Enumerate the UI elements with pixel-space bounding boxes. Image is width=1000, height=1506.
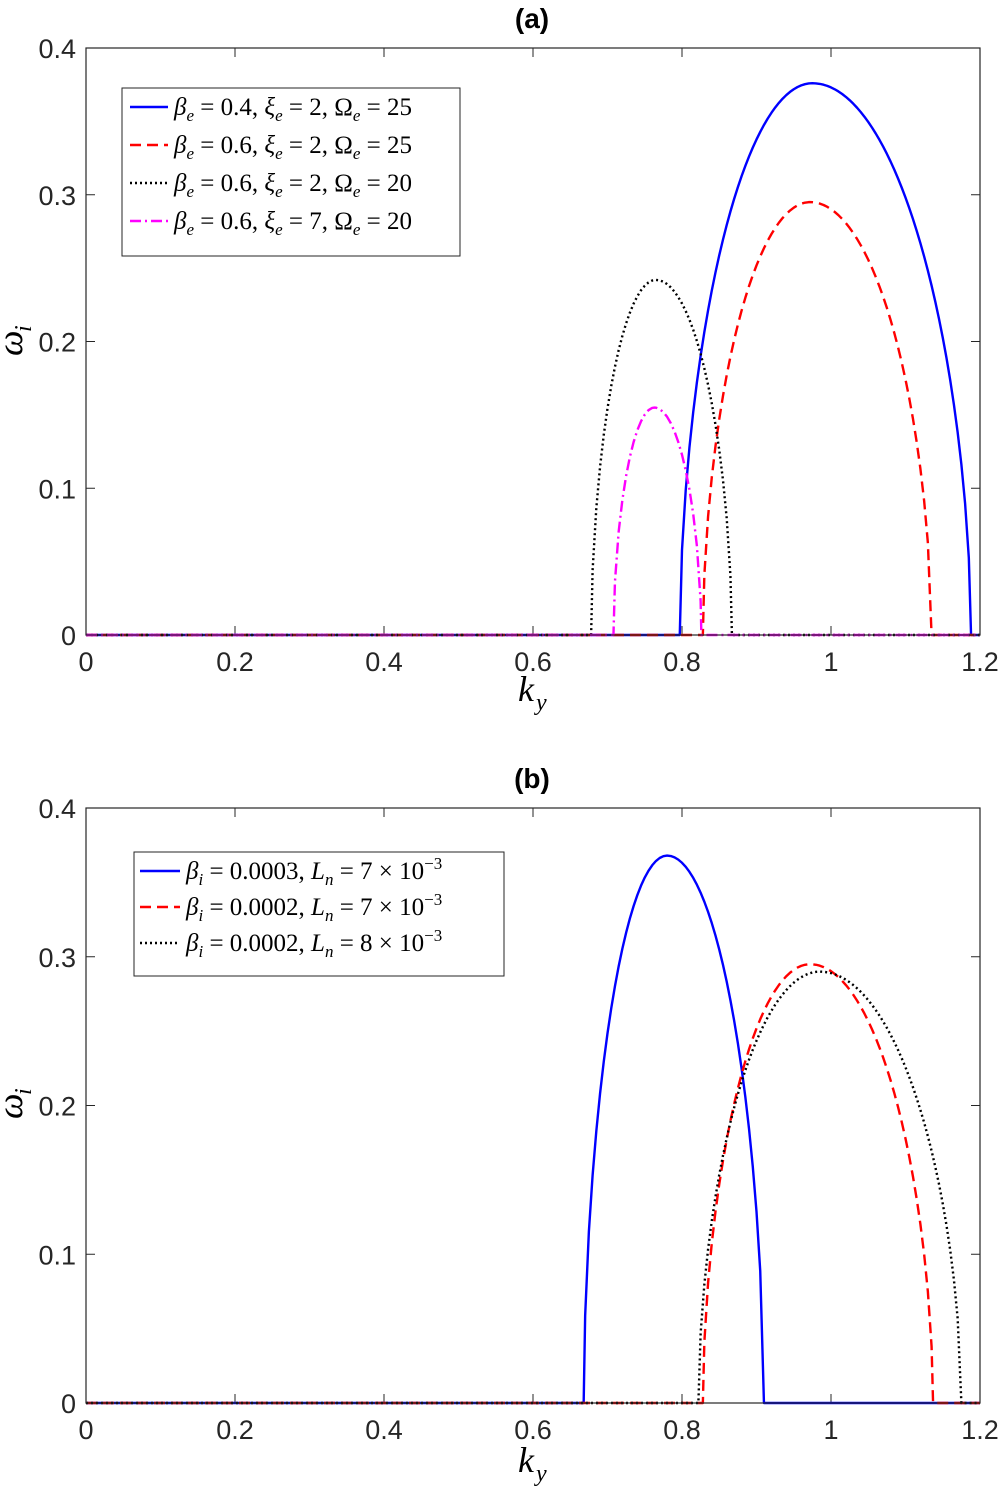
x-tick-label: 1.2 xyxy=(961,647,999,677)
panel-b: (b) 0 0.2 0.4 0.6 0.8 1 1.2 0 0.1 0.2 0.3 0.4 k y ω… xyxy=(0,763,999,1487)
y-tick-label: 0.3 xyxy=(38,943,76,973)
panel-a-xlabel-sub: y xyxy=(534,690,547,716)
legend-entry-3: βi = 0.0002, Ln = 8 × 10−3 xyxy=(185,926,442,961)
panel-a: (a) 0 0.2 0.4 0.6 0.8 1 1.2 0 0.1 0.2 0.3 0.4 k y ω… xyxy=(0,3,999,716)
panel-a-axes-box xyxy=(85,47,981,636)
series-line-3 xyxy=(86,970,980,1405)
x-tick-label: 0.2 xyxy=(216,647,254,677)
panel-b-legend: βi = 0.0003, Ln = 7 × 10−3βi = 0.0002, L… xyxy=(133,851,505,977)
panel-b-xlabel-sub: y xyxy=(534,1461,547,1487)
x-tick-label: 1.2 xyxy=(961,1415,999,1445)
y-tick-label: 0.1 xyxy=(38,1240,76,1270)
x-tick-label: 0.8 xyxy=(663,1415,701,1445)
panel-a-ylabel-sub: i xyxy=(11,325,37,332)
panel-a-ticks: 0 0.2 0.4 0.6 0.8 1 1.2 0 0.1 0.2 0.3 0.4 xyxy=(38,34,998,677)
series-line-2 xyxy=(86,962,980,1405)
series-line-2 xyxy=(86,200,980,637)
legend-entry-3: βe = 0.6, ξe = 2, Ωe = 20 xyxy=(173,170,412,201)
panel-a-xlabel-main: k xyxy=(518,669,535,709)
y-tick-label: 0 xyxy=(61,621,76,651)
y-tick-label: 0 xyxy=(61,1389,76,1419)
panel-a-ylabel-main: ω xyxy=(0,331,30,356)
panel-a-ylabel: ω i xyxy=(0,325,37,356)
x-tick-label: 0.4 xyxy=(365,1415,403,1445)
legend-entry-1: βi = 0.0003, Ln = 7 × 10−3 xyxy=(185,854,442,889)
panel-b-legend-box xyxy=(133,851,505,977)
panel-a-xlabel: k y xyxy=(518,669,547,716)
legend-entry-1: βe = 0.4, ξe = 2, Ωe = 25 xyxy=(173,94,412,125)
y-tick-label: 0.4 xyxy=(38,34,76,64)
legend-entry-4: βe = 0.6, ξe = 7, Ωe = 20 xyxy=(173,208,412,239)
legend-entry-2: βi = 0.0002, Ln = 7 × 10−3 xyxy=(185,890,442,925)
x-tick-label: 0.8 xyxy=(663,647,701,677)
panel-b-ticks: 0 0.2 0.4 0.6 0.8 1 1.2 0 0.1 0.2 0.3 0.4 xyxy=(38,794,998,1445)
x-tick-label: 0.6 xyxy=(514,1415,552,1445)
panel-a-legend-box xyxy=(121,87,461,257)
x-tick-label: 0 xyxy=(78,647,93,677)
panel-a-title: (a) xyxy=(515,3,549,34)
panel-b-xlabel: k y xyxy=(518,1440,547,1487)
x-tick-label: 0.2 xyxy=(216,1415,254,1445)
x-tick-label: 1 xyxy=(823,647,838,677)
x-tick-label: 0 xyxy=(78,1415,93,1445)
panel-a-legend: βe = 0.4, ξe = 2, Ωe = 25 βe = 0.6, ξe = … xyxy=(121,87,461,257)
panel-b-ylabel: ω i xyxy=(0,1088,37,1119)
x-tick-label: 1 xyxy=(823,1415,838,1445)
y-tick-label: 0.1 xyxy=(38,474,76,504)
y-tick-label: 0.3 xyxy=(38,181,76,211)
y-tick-label: 0.2 xyxy=(38,328,76,358)
x-tick-label: 0.6 xyxy=(514,647,552,677)
panel-b-xlabel-main: k xyxy=(518,1440,535,1480)
panel-b-ylabel-sub: i xyxy=(11,1088,37,1095)
panel-b-ylabel-main: ω xyxy=(0,1094,30,1119)
panel-b-axes-box xyxy=(85,807,981,1404)
series-line-4 xyxy=(86,406,980,637)
panel-b-title: (b) xyxy=(514,763,550,794)
y-tick-label: 0.4 xyxy=(38,794,76,824)
x-tick-label: 0.4 xyxy=(365,647,403,677)
series-line-3 xyxy=(86,278,980,637)
y-tick-label: 0.2 xyxy=(38,1092,76,1122)
legend-entry-2: βe = 0.6, ξe = 2, Ωe = 25 xyxy=(173,132,412,163)
